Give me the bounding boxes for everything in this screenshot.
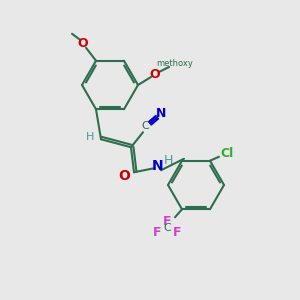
Text: O: O xyxy=(118,169,130,183)
Text: methoxy: methoxy xyxy=(157,59,194,68)
Text: O: O xyxy=(78,37,88,50)
Text: Cl: Cl xyxy=(220,147,234,160)
Text: N: N xyxy=(156,107,166,120)
Text: C: C xyxy=(163,223,171,233)
Text: F: F xyxy=(163,215,171,228)
Text: H: H xyxy=(163,154,173,167)
Text: N: N xyxy=(152,159,164,173)
Text: F: F xyxy=(173,226,181,239)
Text: O: O xyxy=(150,68,160,80)
Text: F: F xyxy=(153,226,161,239)
Text: C: C xyxy=(141,121,149,131)
Text: H: H xyxy=(86,132,94,142)
